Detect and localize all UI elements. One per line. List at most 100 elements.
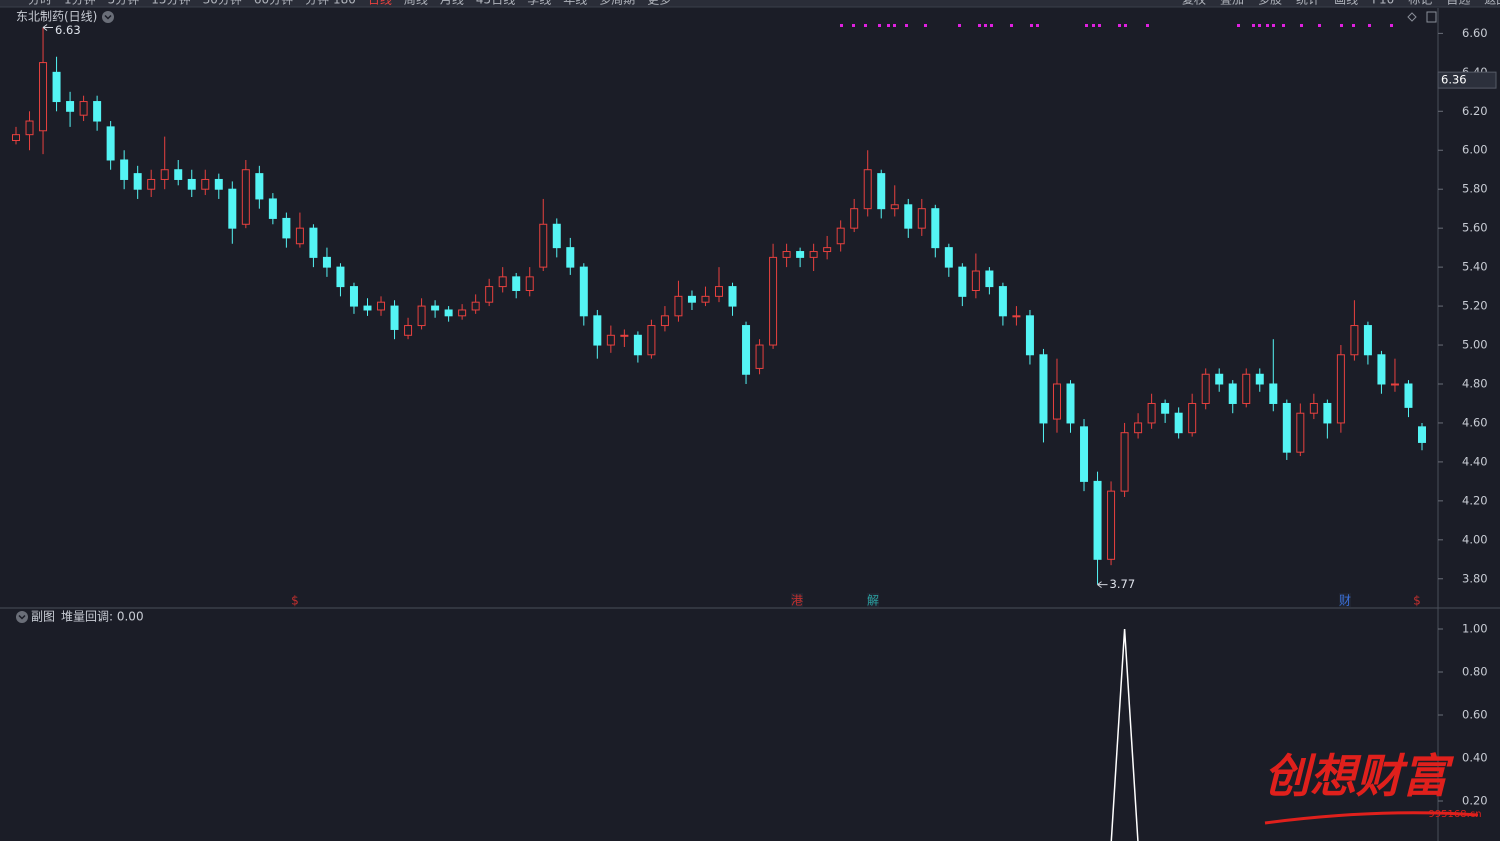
candle-body [512,276,521,291]
candle-body [552,223,561,249]
signal-dot [1030,24,1033,27]
signal-dot [1300,24,1303,27]
signal-dot [1390,24,1393,27]
candle-body [187,178,196,190]
candle-body [363,305,372,311]
toolbar-button[interactable]: F10 [1372,0,1394,7]
signal-dot [1092,24,1095,27]
y-tick-label: 5.60 [1462,221,1488,235]
y-tick-label: 3.80 [1462,571,1488,585]
toolbar-button[interactable]: 自选 [1446,0,1470,7]
event-marker[interactable]: $ [1413,594,1421,608]
candle-body [404,325,413,336]
candle-body [336,266,345,288]
candle-body [25,120,34,136]
event-badge[interactable] [1339,593,1351,607]
candle-body [255,173,264,200]
candle-body [322,256,331,268]
candle-body [1363,325,1372,356]
candle-body [1228,383,1237,404]
watermark: 创想财富 995168.cn [1264,749,1482,825]
candle-body [268,198,277,219]
candle-body [160,169,169,180]
toolbar-button[interactable]: 标记 [1408,0,1432,7]
candle-body [1012,315,1021,318]
candle-body [201,178,210,190]
event-marker[interactable]: 港 [791,594,803,608]
candle-body [687,295,696,303]
indicator-label: 堆量回调: 0.00 [61,610,144,624]
sub-menu-icon[interactable] [16,611,28,623]
toolbar-tab[interactable]: 60分钟 [254,0,293,7]
y-tick-label: 0.20 [1462,794,1488,808]
candle-body [498,276,507,288]
candle-body [133,173,142,190]
candle-body [566,247,575,268]
toolbar-tab[interactable]: 分时 [28,0,52,7]
candle-body [1025,315,1034,356]
candle-body [93,101,102,122]
event-badge[interactable] [791,593,803,607]
candle-body [769,256,778,346]
candle-body [349,286,358,307]
candle-body [525,276,534,291]
y-tick-label: 0.80 [1462,664,1488,678]
toolbar-tab[interactable]: 5分钟 [108,0,140,7]
candle-body [579,266,588,317]
title-menu-icon[interactable] [102,11,114,23]
toolbar-tab[interactable]: 日线 [368,0,392,7]
candle-body [390,305,399,330]
toolbar-tab[interactable]: 1分钟 [64,0,96,7]
candle-body [471,301,480,311]
candle-body [1350,325,1359,356]
toolbar-tab[interactable]: 30分钟 [203,0,242,7]
toolbar-button[interactable]: 画线 [1334,0,1358,7]
signal-dot [984,24,987,27]
toolbar-button[interactable]: 多股 [1258,0,1282,7]
signal-dot [1272,24,1275,27]
toolbar-tab[interactable]: 季线 [527,0,551,7]
toolbar-tab[interactable]: 月线 [440,0,464,7]
toolbar-tab[interactable]: 分钟 180 [305,0,356,7]
extreme-pointer [42,24,54,31]
watermark-swoosh [1264,811,1479,825]
toolbar-button[interactable]: 复权 [1182,0,1206,7]
signal-dot [864,24,867,27]
candle-body [174,169,183,180]
candle-body [647,325,656,356]
toolbar-button[interactable]: 返回 [1484,0,1500,7]
event-badge[interactable] [867,593,879,607]
toolbar-button[interactable]: 叠加 [1220,0,1244,7]
candle-body [985,270,994,288]
signal-dot [852,24,855,27]
y-tick-label: 4.00 [1462,532,1488,546]
toolbar-tab[interactable]: 更多 [647,0,671,7]
diamond-icon[interactable] [1407,12,1417,22]
candle-body [1282,402,1291,453]
event-marker[interactable]: $ [291,594,299,608]
signal-dot [1036,24,1039,27]
candle-body [1093,480,1102,560]
extreme-label: 3.77 [1110,577,1136,591]
extreme-pointer [1097,581,1108,589]
event-marker[interactable]: 解 [867,594,879,608]
candle-body [1120,432,1129,492]
toolbar-tab[interactable]: 多周期 [599,0,635,7]
y-tick-label: 4.40 [1462,454,1488,468]
toolbar-tab[interactable]: 周线 [404,0,428,7]
candle-body [931,208,940,249]
event-marker[interactable]: 财 [1339,594,1351,608]
signal-dot [878,24,881,27]
toolbar-tab[interactable]: 年线 [563,0,587,7]
candle-body [1309,402,1318,414]
candle-body [309,227,318,258]
toolbar-tab[interactable]: 45日线 [476,0,515,7]
toolbar-tab[interactable]: 15分钟 [151,0,190,7]
candle-body [823,247,832,253]
signal-dot [1098,24,1101,27]
layout-icon[interactable] [1426,11,1437,23]
signal-dot [1010,24,1013,27]
toolbar-button[interactable]: 统计 [1296,0,1320,7]
candle-body [1390,383,1399,386]
signal-dot [840,24,843,27]
